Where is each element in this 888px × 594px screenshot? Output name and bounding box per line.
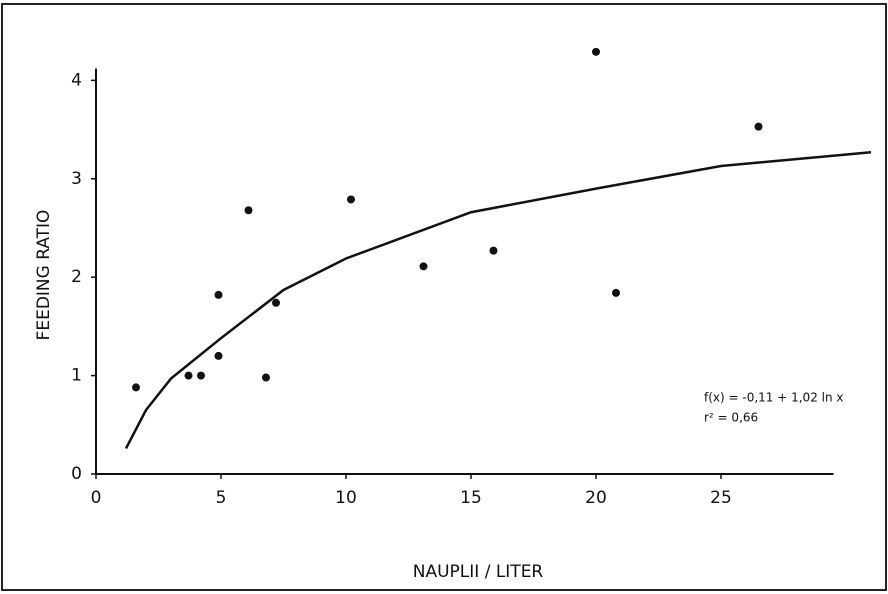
data-point — [132, 383, 140, 392]
data-point — [347, 195, 355, 204]
frame — [1, 3, 887, 591]
annotation: f(x) = -0,11 + 1,02 ln x — [704, 391, 844, 405]
data-point — [754, 122, 763, 131]
y-tick-label: 2 — [71, 267, 82, 287]
data-point — [214, 290, 223, 299]
y-tick-label: 0 — [71, 464, 82, 484]
y-tick-label: 4 — [71, 70, 82, 90]
x-tick-label: 20 — [585, 488, 607, 508]
data-point — [272, 298, 280, 307]
annotation: r² = 0,66 — [704, 411, 758, 425]
x-tick-label: 10 — [335, 488, 357, 508]
data-point — [214, 351, 223, 360]
data-point — [612, 288, 620, 297]
x-axis-label: NAUPLII / LITER — [413, 562, 544, 582]
data-point — [419, 262, 428, 271]
data-point — [592, 47, 600, 56]
data-point — [489, 246, 498, 255]
y-tick-label: 3 — [71, 169, 82, 189]
data-point — [262, 373, 270, 382]
x-tick-label: 0 — [91, 488, 102, 508]
data-point — [184, 371, 193, 380]
y-tick-label: 1 — [71, 366, 82, 386]
y-axis-label: FEEDING RATIO — [34, 210, 54, 341]
data-point — [244, 206, 253, 215]
x-tick-label: 5 — [216, 488, 227, 508]
data-point — [197, 371, 205, 380]
fit-curve — [124, 150, 872, 449]
x-tick-label: 15 — [460, 488, 482, 508]
x-tick-label: 25 — [710, 488, 732, 508]
